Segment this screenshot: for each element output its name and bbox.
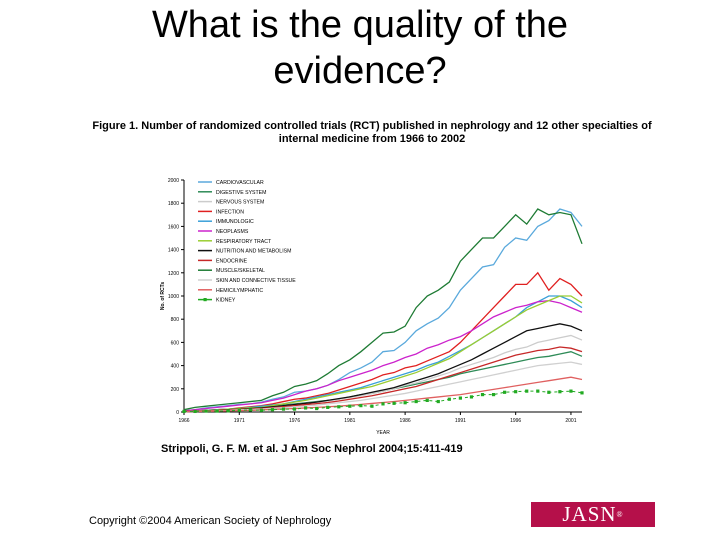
x-tick-label: 1986 (400, 418, 411, 424)
y-tick-label: 200 (171, 387, 180, 393)
x-tick-label: 1971 (234, 418, 245, 424)
kidney-point (226, 409, 230, 413)
series-line-neoplasms (183, 299, 583, 412)
kidney-point (281, 407, 286, 411)
kidney-point (514, 390, 518, 394)
kidney-point (204, 409, 208, 413)
series-line-nutrition-and-metabolism (183, 323, 583, 413)
kidney-point (425, 398, 429, 402)
kidney-point (315, 406, 319, 411)
kidney-point (326, 405, 330, 409)
kidney-point (547, 390, 551, 394)
kidney-point (458, 396, 462, 400)
copyright-notice: Copyright ©2004 American Society of Neph… (89, 515, 332, 527)
y-tick-label: 800 (171, 317, 180, 323)
x-tick-label: 1976 (289, 418, 300, 424)
kidney-point (337, 405, 341, 409)
y-tick-label: 1600 (168, 224, 179, 230)
kidney-point (248, 408, 252, 412)
kidney-point (215, 409, 219, 413)
series-line-nervous-system (183, 334, 583, 413)
legend-marker-kidney (203, 298, 207, 302)
kidney-point (525, 389, 529, 393)
kidney-point (259, 408, 263, 412)
kidney-point (237, 408, 241, 412)
y-tick-label: 0 (176, 410, 179, 416)
legend-label-digestive-system: DIGESTIVE SYSTEM (216, 190, 266, 196)
legend-label-immunologic: IMMUNOLOGIC (216, 219, 254, 225)
slide-title-line-2: evidence? (273, 50, 447, 92)
kidney-point (403, 401, 407, 405)
kidney-point (580, 391, 584, 395)
y-tick-label: 1000 (168, 294, 179, 300)
x-axis-label: YEAR (376, 430, 390, 436)
y-tick-label: 400 (171, 364, 180, 370)
jasn-logo-mark: ® (616, 510, 624, 519)
citation: Strippoli, G. F. M. et al. J Am Soc Neph… (161, 443, 463, 455)
kidney-point (503, 390, 507, 394)
kidney-point (304, 406, 308, 410)
kidney-point (569, 389, 573, 393)
legend-label-kidney: KIDNEY (216, 298, 236, 304)
kidney-point (469, 395, 474, 399)
slide-title-line-1: What is the quality of the (151, 4, 569, 46)
legend-label-neoplasms: NEOPLASMS (216, 229, 249, 235)
kidney-point (447, 397, 451, 401)
kidney-point (359, 404, 363, 408)
legend-label-endocrine: ENDOCRINE (216, 258, 248, 264)
kidney-point (270, 408, 275, 412)
kidney-point (182, 409, 186, 414)
kidney-point (292, 407, 297, 411)
y-tick-label: 2000 (168, 178, 179, 184)
y-axis-label: No. of RCTs (160, 282, 166, 310)
x-tick-label: 1981 (344, 418, 355, 424)
slide-title: What is the quality of the evidence? (0, 2, 720, 94)
legend-label-nervous-system: NERVOUS SYSTEM (216, 200, 264, 206)
kidney-point (348, 404, 352, 408)
y-tick-label: 1800 (168, 201, 179, 207)
y-tick-label: 600 (171, 340, 180, 346)
series-line-muscle-skeletal (183, 208, 583, 411)
legend-label-nutrition-and-metabolism: NUTRITION AND METABOLISM (216, 249, 291, 255)
kidney-point (536, 389, 540, 393)
legend-label-hemic-lymphatic: HEMIC/LYMPHATIC (216, 288, 263, 294)
kidney-point (193, 409, 197, 414)
x-tick-label: 1966 (178, 418, 189, 424)
kidney-point (480, 393, 485, 397)
x-tick-label: 2001 (565, 418, 576, 424)
y-tick-label: 1400 (168, 248, 179, 254)
kidney-point (381, 402, 385, 406)
kidney-point (436, 399, 440, 404)
legend-label-muscle-skeletal: MUSCLE/SKELETAL (216, 268, 265, 274)
legend-label-respiratory-tract: RESPIRATORY TRACT (216, 239, 272, 245)
x-tick-label: 1991 (455, 418, 466, 424)
kidney-point (392, 401, 396, 405)
legend-label-skin-and-connective-tissue: SKIN AND CONNECTIVE TISSUE (216, 278, 296, 284)
rct-line-chart: 0 200 400 600 800 1000 1200 1400 1600 1800 2000 196… (160, 178, 584, 436)
kidney-point (491, 393, 496, 397)
kidney-point (414, 399, 418, 404)
kidney-point (558, 390, 562, 394)
jasn-logo-text: JASN (562, 502, 617, 526)
figure-caption: Figure 1. Number of randomized controlle… (92, 120, 652, 145)
kidney-point (370, 404, 374, 408)
x-tick-label: 1996 (510, 418, 521, 424)
jasn-logo: JASN® (531, 502, 655, 527)
legend-label-infection: INFECTION (216, 209, 244, 215)
y-tick-label: 1200 (168, 271, 179, 277)
legend-label-cardiovascular: CARDIOVASCULAR (216, 180, 264, 186)
